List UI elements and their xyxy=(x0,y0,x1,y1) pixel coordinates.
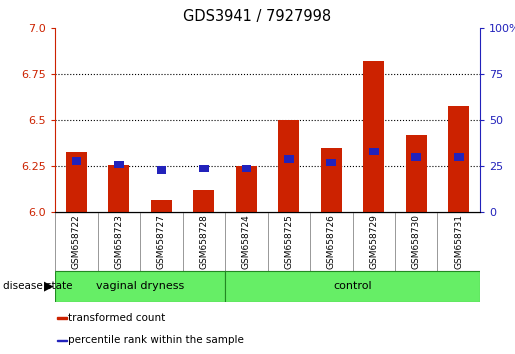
Bar xyxy=(406,135,427,212)
Bar xyxy=(363,62,384,212)
Bar xyxy=(157,166,166,174)
Bar xyxy=(72,157,81,165)
Bar xyxy=(327,159,336,166)
Text: transformed count: transformed count xyxy=(68,313,165,324)
Bar xyxy=(199,165,209,172)
Bar xyxy=(193,190,214,212)
Text: control: control xyxy=(333,281,372,291)
Text: GSM658729: GSM658729 xyxy=(369,214,378,269)
Bar xyxy=(57,318,66,319)
Text: GSM658722: GSM658722 xyxy=(72,214,81,269)
Bar xyxy=(448,105,469,212)
Text: vaginal dryness: vaginal dryness xyxy=(96,281,184,291)
FancyBboxPatch shape xyxy=(225,271,480,302)
Bar xyxy=(369,148,379,155)
Bar xyxy=(411,154,421,161)
Text: percentile rank within the sample: percentile rank within the sample xyxy=(68,336,244,346)
Bar xyxy=(278,120,299,212)
Bar xyxy=(242,165,251,172)
Bar xyxy=(151,200,172,212)
Bar xyxy=(321,148,342,212)
Bar xyxy=(66,152,87,212)
Bar xyxy=(57,339,66,341)
Text: GSM658724: GSM658724 xyxy=(242,214,251,269)
Text: GSM658726: GSM658726 xyxy=(327,214,336,269)
Text: GSM658723: GSM658723 xyxy=(114,214,123,269)
Text: GSM658728: GSM658728 xyxy=(199,214,208,269)
Bar xyxy=(236,166,257,212)
Text: GSM658727: GSM658727 xyxy=(157,214,166,269)
Bar xyxy=(454,154,464,161)
Text: GSM658725: GSM658725 xyxy=(284,214,293,269)
Bar xyxy=(108,165,129,212)
Text: GSM658731: GSM658731 xyxy=(454,214,463,269)
Text: GSM658730: GSM658730 xyxy=(412,214,421,269)
Bar xyxy=(114,161,124,168)
Text: GDS3941 / 7927998: GDS3941 / 7927998 xyxy=(183,9,332,24)
Text: disease state: disease state xyxy=(3,281,72,291)
FancyBboxPatch shape xyxy=(55,271,225,302)
Text: ▶: ▶ xyxy=(44,280,54,293)
Bar xyxy=(284,155,294,163)
